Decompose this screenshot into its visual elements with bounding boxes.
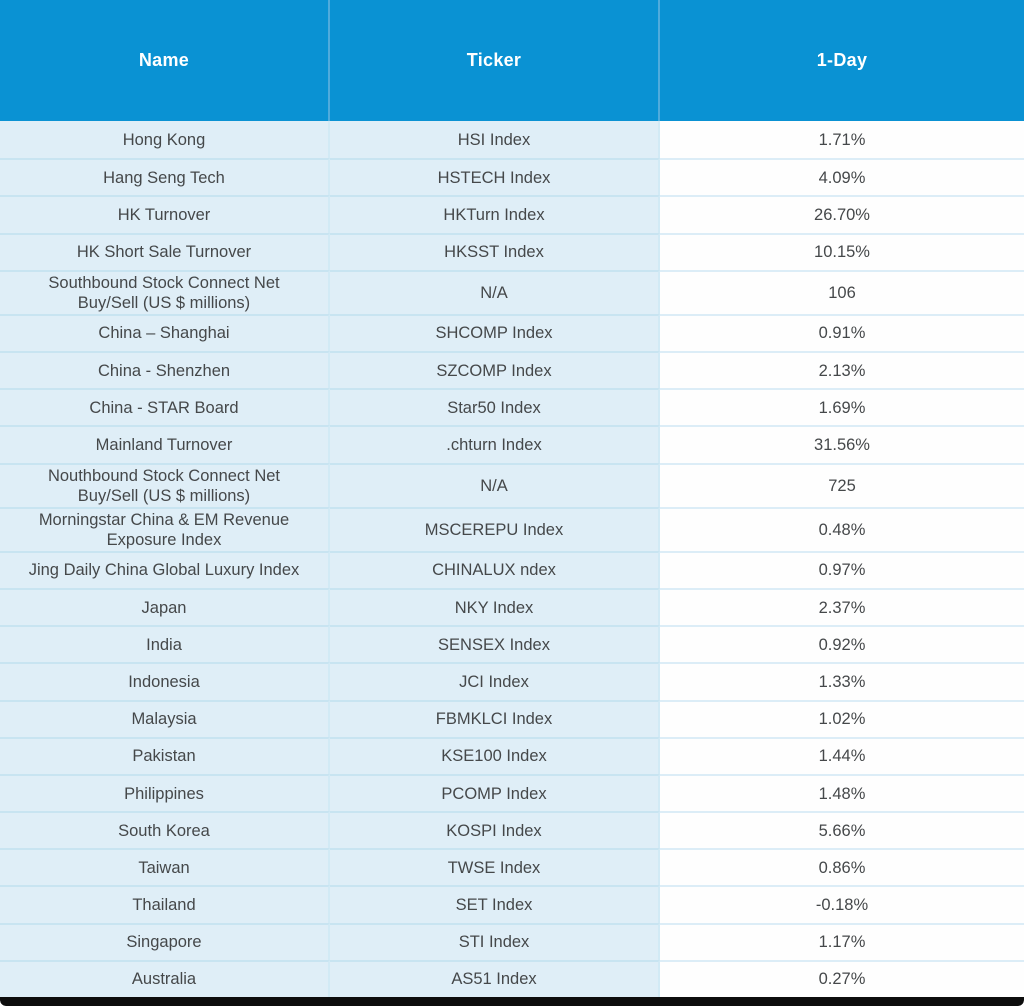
ticker-cell: KOSPI Index xyxy=(330,811,660,849)
one-day-value-cell: 106 xyxy=(660,269,1024,314)
name-cell: Morningstar China & EM Revenue Exposure … xyxy=(0,506,330,551)
table-row: China – Shanghai SHCOMP Index 0.91% xyxy=(0,313,1024,352)
ticker-cell: NKY Index xyxy=(330,588,660,626)
table-row: Morningstar China & EM Revenue Exposure … xyxy=(0,506,1024,551)
name-cell: Jing Daily China Global Luxury Index xyxy=(0,550,330,589)
one-day-value-cell: 1.33% xyxy=(660,662,1024,700)
name-cell: China - Shenzhen xyxy=(0,351,330,389)
ticker-cell: N/A xyxy=(330,269,660,314)
ticker-cell: HKSST Index xyxy=(330,232,660,270)
one-day-value-cell: 725 xyxy=(660,462,1024,507)
table-row: China - Shenzhen SZCOMP Index 2.13% xyxy=(0,351,1024,389)
ticker-cell: FBMKLCI Index xyxy=(330,699,660,737)
table-row: Indonesia JCI Index 1.33% xyxy=(0,662,1024,700)
table-row: Jing Daily China Global Luxury Index CHI… xyxy=(0,550,1024,589)
one-day-value-cell: 1.02% xyxy=(660,699,1024,737)
one-day-value-cell: 5.66% xyxy=(660,811,1024,849)
one-day-value-cell: 0.27% xyxy=(660,959,1024,997)
one-day-value-cell: 1.44% xyxy=(660,736,1024,774)
column-header-ticker: Ticker xyxy=(330,0,660,121)
ticker-cell: HKTurn Index xyxy=(330,195,660,233)
name-cell: Nouthbound Stock Connect Net Buy/Sell (U… xyxy=(0,462,330,507)
name-cell: Singapore xyxy=(0,922,330,960)
column-header-name: Name xyxy=(0,0,330,121)
ticker-cell: JCI Index xyxy=(330,662,660,700)
one-day-value-cell: 10.15% xyxy=(660,232,1024,270)
one-day-value-cell: 2.37% xyxy=(660,588,1024,626)
name-cell: South Korea xyxy=(0,811,330,849)
one-day-value-cell: -0.18% xyxy=(660,885,1024,923)
one-day-value-cell: 0.97% xyxy=(660,550,1024,589)
one-day-value-cell: 2.13% xyxy=(660,351,1024,389)
ticker-cell: STI Index xyxy=(330,922,660,960)
name-cell: Japan xyxy=(0,588,330,626)
table-row: Pakistan KSE100 Index 1.44% xyxy=(0,736,1024,774)
table-row: Philippines PCOMP Index 1.48% xyxy=(0,773,1024,812)
one-day-value-cell: 0.48% xyxy=(660,506,1024,551)
name-cell: HK Turnover xyxy=(0,195,330,233)
table-row: Hong Kong HSI Index 1.71% xyxy=(0,121,1024,159)
column-header-1-day: 1-Day xyxy=(816,50,868,70)
name-cell: Australia xyxy=(0,959,330,997)
ticker-cell: SET Index xyxy=(330,885,660,923)
ticker-cell: N/A xyxy=(330,462,660,507)
table-row: South Korea KOSPI Index 5.66% xyxy=(0,811,1024,849)
name-cell: Mainland Turnover xyxy=(0,425,330,463)
table-row: Mainland Turnover .chturn Index 31.56% xyxy=(0,425,1024,463)
name-cell: Philippines xyxy=(0,773,330,812)
ticker-cell: CHINALUX ndex xyxy=(330,550,660,589)
table-row: Australia AS51 Index 0.27% xyxy=(0,959,1024,997)
table-row: Hang Seng Tech HSTECH Index 4.09% xyxy=(0,158,1024,196)
table-row: HK Turnover HKTurn Index 26.70% xyxy=(0,195,1024,233)
one-day-value-cell: 1.71% xyxy=(660,121,1024,159)
one-day-value-cell: 0.92% xyxy=(660,625,1024,663)
name-cell: Taiwan xyxy=(0,848,330,886)
table-row: Thailand SET Index -0.18% xyxy=(0,885,1024,923)
one-day-value-cell: 1.17% xyxy=(660,922,1024,960)
one-day-value-cell: 1.69% xyxy=(660,388,1024,426)
ticker-cell: SENSEX Index xyxy=(330,625,660,663)
table-row: Nouthbound Stock Connect Net Buy/Sell (U… xyxy=(0,462,1024,507)
ticker-cell: HSI Index xyxy=(330,121,660,159)
name-cell: Pakistan xyxy=(0,736,330,774)
one-day-value-cell: 0.86% xyxy=(660,848,1024,886)
table-header-row: Name Ticker 1-Day xyxy=(0,0,1024,121)
table-row: Southbound Stock Connect Net Buy/Sell (U… xyxy=(0,269,1024,314)
one-day-value-cell: 4.09% xyxy=(660,158,1024,196)
table-row: HK Short Sale Turnover HKSST Index 10.15… xyxy=(0,232,1024,270)
ticker-cell: PCOMP Index xyxy=(330,773,660,812)
table-bottom-border xyxy=(0,997,1024,1006)
one-day-value-cell: 0.91% xyxy=(660,313,1024,352)
name-cell: Southbound Stock Connect Net Buy/Sell (U… xyxy=(0,269,330,314)
ticker-cell: .chturn Index xyxy=(330,425,660,463)
name-cell: India xyxy=(0,625,330,663)
ticker-cell: SZCOMP Index xyxy=(330,351,660,389)
ticker-cell: Star50 Index xyxy=(330,388,660,426)
name-cell: Thailand xyxy=(0,885,330,923)
name-cell: Hang Seng Tech xyxy=(0,158,330,196)
ticker-cell: KSE100 Index xyxy=(330,736,660,774)
name-cell: China - STAR Board xyxy=(0,388,330,426)
table-row: China - STAR Board Star50 Index 1.69% xyxy=(0,388,1024,426)
ticker-cell: TWSE Index xyxy=(330,848,660,886)
name-cell: Malaysia xyxy=(0,699,330,737)
table-row: Malaysia FBMKLCI Index 1.02% xyxy=(0,699,1024,737)
name-cell: Indonesia xyxy=(0,662,330,700)
ticker-cell: SHCOMP Index xyxy=(330,313,660,352)
name-cell: Hong Kong xyxy=(0,121,330,159)
table-body: Hong Kong HSI Index 1.71% Hang Seng Tech… xyxy=(0,121,1024,997)
one-day-value-cell: 1.48% xyxy=(660,773,1024,812)
name-cell: HK Short Sale Turnover xyxy=(0,232,330,270)
table-row: Singapore STI Index 1.17% xyxy=(0,922,1024,960)
table-row: Japan NKY Index 2.37% xyxy=(0,588,1024,626)
ticker-cell: AS51 Index xyxy=(330,959,660,997)
name-cell: China – Shanghai xyxy=(0,313,330,352)
ticker-cell: HSTECH Index xyxy=(330,158,660,196)
ticker-cell: MSCEREPU Index xyxy=(330,506,660,551)
table-row: India SENSEX Index 0.92% xyxy=(0,625,1024,663)
table-row: Taiwan TWSE Index 0.86% xyxy=(0,848,1024,886)
one-day-value-cell: 26.70% xyxy=(660,195,1024,233)
one-day-value-cell: 31.56% xyxy=(660,425,1024,463)
